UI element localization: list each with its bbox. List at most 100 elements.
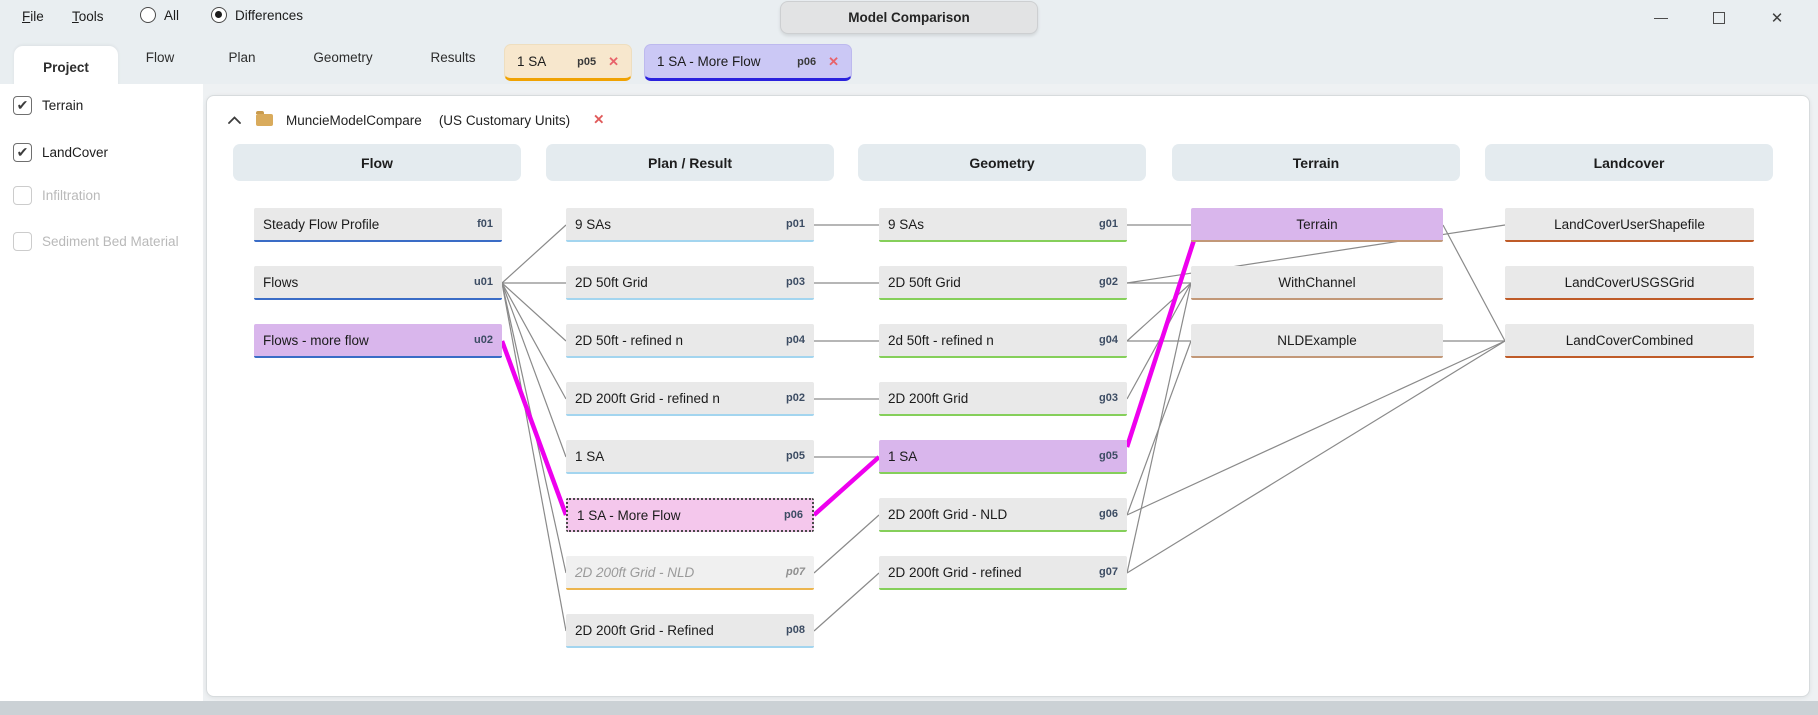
minimize-button[interactable] [1632,0,1690,36]
edge-t01-l03 [1442,224,1506,342]
node-p06-1-sa-more-flow[interactable]: 1 SA - More Flow p06 [566,498,814,532]
checkbox-icon[interactable] [13,186,32,205]
node-id-badge: g01 [1099,218,1118,230]
node-p08-2d-200ft-grid-refined[interactable]: 2D 200ft Grid - Refined p08 [566,614,814,648]
node-label: NLDExample [1277,332,1357,348]
tab-geometry[interactable]: Geometry [313,50,373,65]
node-p05-1-sa[interactable]: 1 SA p05 [566,440,814,474]
project-name: MuncieModelCompare [286,112,422,128]
checkbox-icon[interactable]: ✔ [13,143,32,162]
node-label: 2D 50ft Grid [888,274,961,290]
edge-g06-l03 [1126,340,1506,516]
plan-chip-p06[interactable]: 1 SA - More Flow p06 ✕ [644,44,852,81]
node-label: 2D 200ft Grid [888,390,969,406]
node-l02-landcoverusgsgrid[interactable]: LandCoverUSGSGrid [1505,266,1754,300]
node-p01-9-sas[interactable]: 9 SAs p01 [566,208,814,242]
node-id-badge: g03 [1099,392,1118,404]
edge-u02-p06 [499,340,569,516]
node-label: Terrain [1296,216,1338,232]
tools-menu[interactable]: Tools [72,9,104,24]
node-g03-2d-200ft-grid[interactable]: 2D 200ft Grid g03 [879,382,1127,416]
node-label: LandCoverUserShapefile [1554,216,1705,232]
edge-u01-p08 [501,282,567,632]
layer-toggle-terrain[interactable]: ✔ Terrain [13,96,83,115]
tab-plan[interactable]: Plan [228,50,256,65]
tab-results[interactable]: Results [430,50,476,65]
checkbox-icon[interactable]: ✔ [13,96,32,115]
edge-p08-g07 [813,572,880,632]
file-menu[interactable]: File [22,9,44,24]
node-t01-terrain[interactable]: Terrain [1191,208,1443,242]
radio-all[interactable]: All [140,7,179,23]
edge-p06-g05 [812,455,881,517]
node-g04-2d-50ft-refined-n[interactable]: 2d 50ft - refined n g04 [879,324,1127,358]
node-id-badge: p06 [784,509,803,521]
tab-flow[interactable]: Flow [145,50,175,65]
node-id-badge: p05 [786,450,805,462]
model-diagram: Flow Plan / Result Geometry Terrain Landcove… [207,96,1809,696]
node-id-badge: p08 [786,624,805,636]
plan-chip-p05[interactable]: 1 SA p05 ✕ [504,44,632,81]
checkbox-icon[interactable] [13,232,32,251]
column-header-landcover: Landcover [1485,144,1773,181]
node-label: Flows [263,274,299,290]
edge-g07-l03 [1126,340,1506,574]
column-header-plan: Plan / Result [546,144,834,181]
collapse-chevron-icon[interactable] [225,111,243,129]
window-title: Model Comparison [780,1,1038,34]
node-id-badge: p07 [786,566,805,578]
node-g06-2d-200ft-grid-nld[interactable]: 2D 200ft Grid - NLD g06 [879,498,1127,532]
checkbox-label: LandCover [42,145,109,160]
node-id-badge: p02 [786,392,805,404]
close-button[interactable]: ✕ [1748,0,1806,36]
edge-u01-p05 [501,282,567,458]
panel-header: MuncieModelCompare (US Customary Units) … [225,106,604,134]
layer-toggle-sediment-bed-material[interactable]: Sediment Bed Material [13,232,179,251]
node-label: 2D 50ft Grid [575,274,648,290]
node-label: 2D 50ft - refined n [575,332,684,348]
layer-toggle-infiltration[interactable]: Infiltration [13,186,101,205]
node-p02-2d-200ft-grid-refined-n[interactable]: 2D 200ft Grid - refined n p02 [566,382,814,416]
node-label: 2D 200ft Grid - refined [888,564,1022,580]
chip-close-icon[interactable]: ✕ [828,53,839,69]
node-id-badge: p04 [786,334,805,346]
window-controls: ✕ [1632,0,1806,36]
node-p07-2d-200ft-grid-nld[interactable]: 2D 200ft Grid - NLD p07 [566,556,814,590]
node-p04-2d-50ft-refined-n[interactable]: 2D 50ft - refined n p04 [566,324,814,358]
maximize-button[interactable] [1690,0,1748,36]
project-units: (US Customary Units) [438,112,571,128]
node-g05-1-sa[interactable]: 1 SA g05 [879,440,1127,474]
node-label: 1 SA - More Flow [577,507,681,523]
maximize-icon [1713,12,1725,24]
node-p03-2d-50ft-grid[interactable]: 2D 50ft Grid p03 [566,266,814,300]
node-id-badge: p03 [786,276,805,288]
layer-toggle-landcover[interactable]: ✔ LandCover [13,143,108,162]
chip-badge: p05 [577,55,597,68]
edge-u01-p04 [501,282,567,342]
checkbox-label: Infiltration [42,188,101,203]
node-label: 2D 200ft Grid - NLD [575,564,695,580]
radio-differences[interactable]: Differences [211,7,303,23]
node-label: 1 SA [575,448,605,464]
node-t02-withchannel[interactable]: WithChannel [1191,266,1443,300]
node-l03-landcovercombined[interactable]: LandCoverCombined [1505,324,1754,358]
node-u01-flows[interactable]: Flows u01 [254,266,502,300]
edge-u01-p02 [501,282,567,400]
chip-close-icon[interactable]: ✕ [608,53,619,69]
node-g07-2d-200ft-grid-refined[interactable]: 2D 200ft Grid - refined g07 [879,556,1127,590]
column-header-geometry: Geometry [858,144,1146,181]
node-g01-9-sas[interactable]: 9 SAs g01 [879,208,1127,242]
node-u02-flows-more-flow[interactable]: Flows - more flow u02 [254,324,502,358]
node-g02-2d-50ft-grid[interactable]: 2D 50ft Grid g02 [879,266,1127,300]
node-l01-landcoverusershapefile[interactable]: LandCoverUserShapefile [1505,208,1754,242]
node-id-badge: g05 [1099,450,1118,462]
node-f01-steady-flow-profile[interactable]: Steady Flow Profile f01 [254,208,502,242]
panel-close-icon[interactable]: ✕ [593,112,605,127]
node-id-badge: g06 [1099,508,1118,520]
node-label: 9 SAs [888,216,925,232]
close-icon: ✕ [1770,9,1784,27]
node-id-badge: g04 [1099,334,1118,346]
node-t03-nldexample[interactable]: NLDExample [1191,324,1443,358]
tab-project[interactable]: Project [14,46,118,88]
node-label: LandCoverCombined [1565,332,1694,348]
